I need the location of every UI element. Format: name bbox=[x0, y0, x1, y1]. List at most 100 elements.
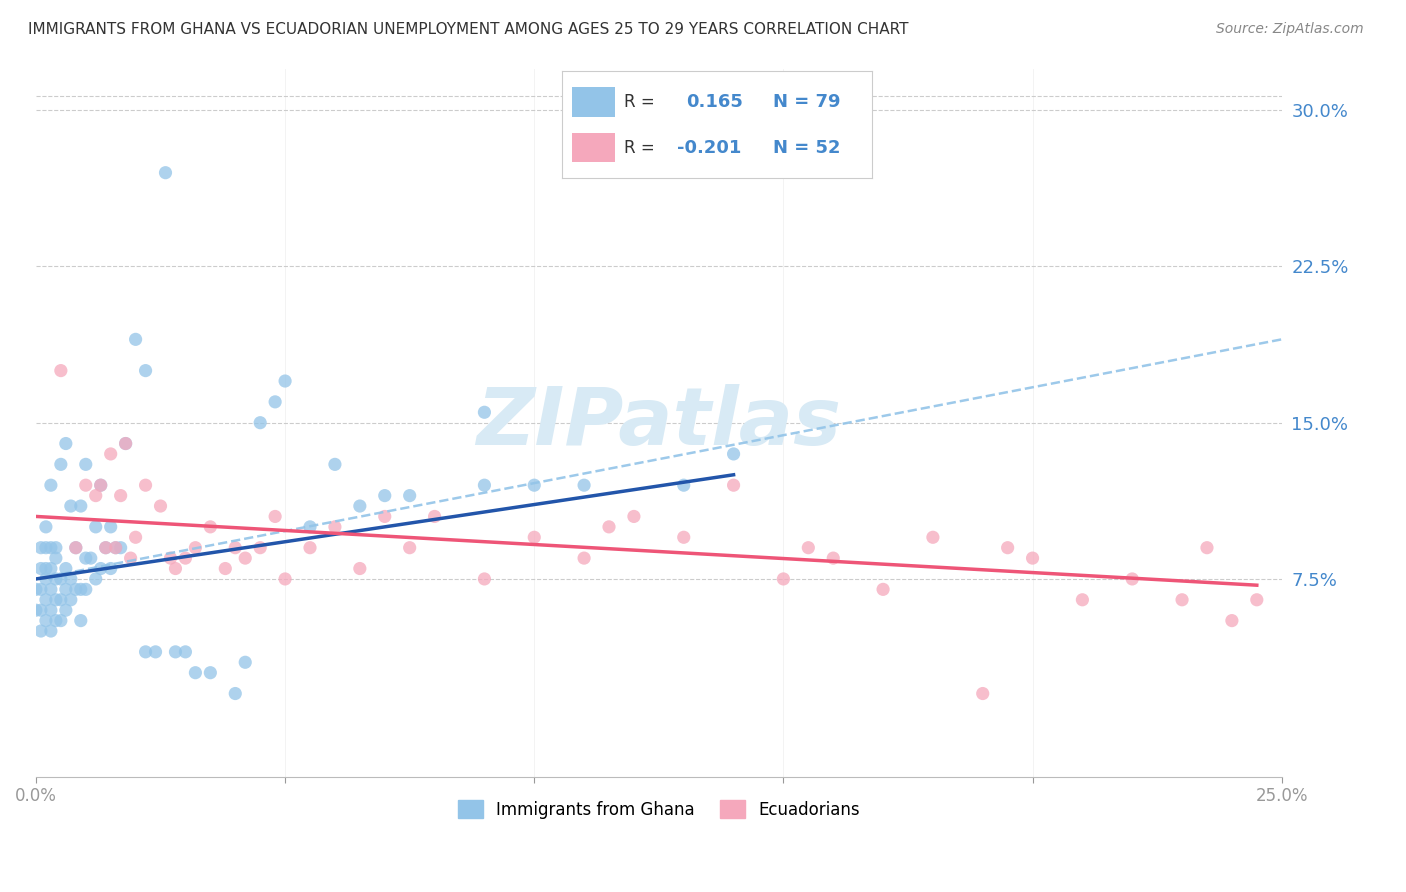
Point bbox=[39, 541, 62, 555]
Point bbox=[84, 520, 107, 534]
Point bbox=[30, 561, 52, 575]
Point bbox=[398, 541, 420, 555]
Point bbox=[100, 561, 122, 575]
Point bbox=[184, 541, 207, 555]
Point bbox=[100, 520, 122, 534]
Point bbox=[772, 572, 794, 586]
Point bbox=[30, 582, 52, 597]
Point bbox=[672, 530, 695, 544]
Point bbox=[65, 541, 87, 555]
Point bbox=[474, 572, 496, 586]
Point bbox=[49, 592, 72, 607]
Point bbox=[49, 363, 72, 377]
Point bbox=[90, 478, 112, 492]
Point bbox=[598, 520, 620, 534]
Point bbox=[75, 582, 97, 597]
Point bbox=[149, 499, 172, 513]
Point bbox=[922, 530, 945, 544]
Point bbox=[59, 499, 82, 513]
Point bbox=[323, 520, 346, 534]
Point bbox=[997, 541, 1019, 555]
Point bbox=[90, 478, 112, 492]
Point bbox=[80, 551, 103, 566]
Point bbox=[39, 582, 62, 597]
Point bbox=[110, 489, 132, 503]
Point bbox=[39, 624, 62, 638]
Point bbox=[25, 603, 48, 617]
Point bbox=[114, 436, 136, 450]
Point bbox=[264, 395, 287, 409]
Point bbox=[165, 645, 187, 659]
Bar bbox=[572, 133, 614, 162]
Text: N = 52: N = 52 bbox=[773, 138, 841, 157]
Text: -0.201: -0.201 bbox=[676, 138, 741, 157]
Point bbox=[124, 530, 146, 544]
Point bbox=[474, 478, 496, 492]
Point bbox=[224, 541, 246, 555]
Point bbox=[523, 530, 546, 544]
Point bbox=[110, 541, 132, 555]
Point bbox=[274, 572, 297, 586]
Point bbox=[1220, 614, 1243, 628]
Point bbox=[55, 582, 77, 597]
Point bbox=[45, 592, 67, 607]
Point bbox=[155, 166, 177, 180]
Point bbox=[69, 614, 91, 628]
Point bbox=[104, 541, 127, 555]
Point bbox=[423, 509, 446, 524]
Point bbox=[45, 541, 67, 555]
Point bbox=[94, 541, 117, 555]
Point bbox=[298, 520, 321, 534]
Point bbox=[55, 561, 77, 575]
Point bbox=[30, 541, 52, 555]
Point bbox=[872, 582, 894, 597]
Point bbox=[45, 614, 67, 628]
Point bbox=[69, 499, 91, 513]
Point bbox=[264, 509, 287, 524]
Point bbox=[100, 447, 122, 461]
Point bbox=[233, 551, 256, 566]
Point bbox=[84, 572, 107, 586]
Point bbox=[1071, 592, 1094, 607]
Legend: Immigrants from Ghana, Ecuadorians: Immigrants from Ghana, Ecuadorians bbox=[451, 793, 866, 825]
Point bbox=[30, 603, 52, 617]
Point bbox=[723, 447, 745, 461]
Point bbox=[224, 687, 246, 701]
Point bbox=[90, 561, 112, 575]
Text: N = 79: N = 79 bbox=[773, 93, 841, 112]
Point bbox=[55, 603, 77, 617]
Text: 0.165: 0.165 bbox=[686, 93, 742, 112]
Point bbox=[39, 478, 62, 492]
Point bbox=[120, 551, 142, 566]
Point bbox=[59, 572, 82, 586]
Point bbox=[39, 561, 62, 575]
Point bbox=[972, 687, 994, 701]
Point bbox=[94, 541, 117, 555]
Point bbox=[135, 363, 157, 377]
Point bbox=[145, 645, 167, 659]
Point bbox=[135, 478, 157, 492]
Point bbox=[75, 551, 97, 566]
Point bbox=[35, 541, 58, 555]
Point bbox=[298, 541, 321, 555]
Point bbox=[124, 332, 146, 346]
Point bbox=[797, 541, 820, 555]
Point bbox=[35, 561, 58, 575]
Point bbox=[184, 665, 207, 680]
Point bbox=[374, 509, 396, 524]
Point bbox=[174, 551, 197, 566]
Point bbox=[135, 645, 157, 659]
Text: R =: R = bbox=[624, 93, 655, 112]
Point bbox=[323, 458, 346, 472]
Point bbox=[1246, 592, 1268, 607]
Point bbox=[69, 582, 91, 597]
Point bbox=[572, 551, 595, 566]
Point bbox=[35, 614, 58, 628]
Point bbox=[523, 478, 546, 492]
Point bbox=[165, 561, 187, 575]
Point bbox=[623, 509, 645, 524]
Point bbox=[75, 458, 97, 472]
Text: Source: ZipAtlas.com: Source: ZipAtlas.com bbox=[1216, 22, 1364, 37]
Point bbox=[1171, 592, 1194, 607]
Text: IMMIGRANTS FROM GHANA VS ECUADORIAN UNEMPLOYMENT AMONG AGES 25 TO 29 YEARS CORRE: IMMIGRANTS FROM GHANA VS ECUADORIAN UNEM… bbox=[28, 22, 908, 37]
